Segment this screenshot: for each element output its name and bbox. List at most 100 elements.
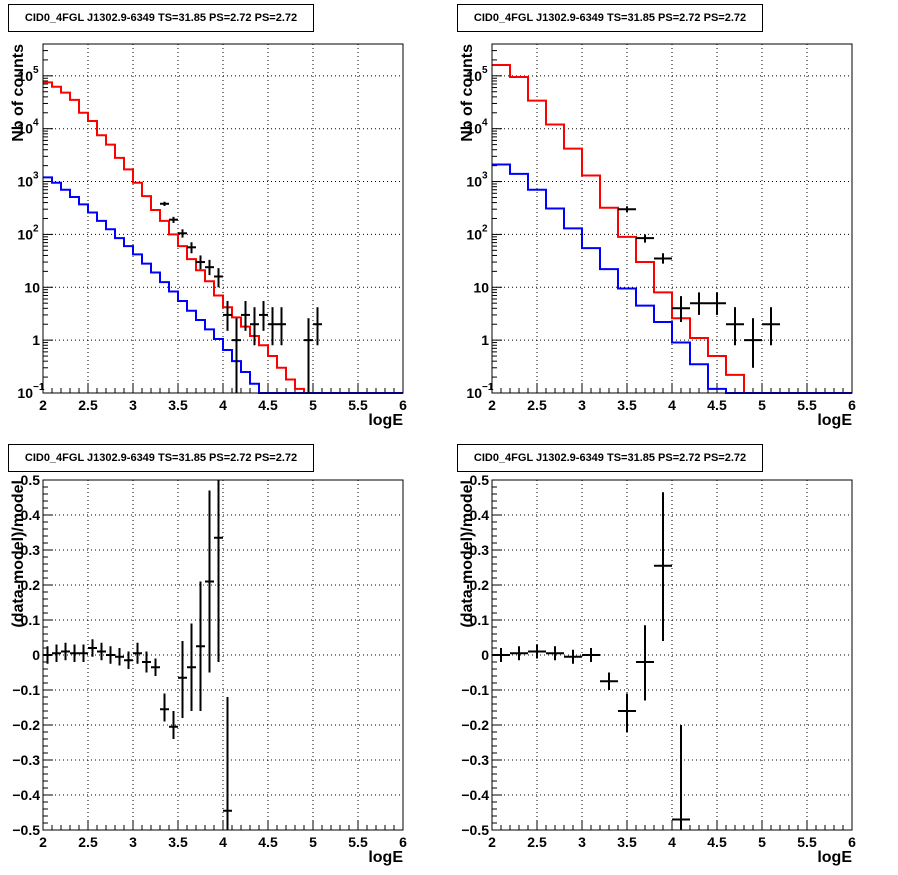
y-tick-label: 10 <box>466 174 482 190</box>
x-tick-label: 2.5 <box>78 834 98 850</box>
data-point <box>672 296 690 323</box>
y-tick-label: 10 <box>24 279 40 295</box>
x-tick-label: 2.5 <box>527 834 547 850</box>
data-point <box>654 492 672 641</box>
y-tick-label: −0.4 <box>461 787 489 803</box>
y-tick-label: 10 <box>473 279 489 295</box>
data-point <box>43 646 52 664</box>
y-tick-label: −0.2 <box>12 717 40 733</box>
data-point <box>196 581 205 711</box>
data-point <box>304 318 313 393</box>
chart-title: CID0_4FGL J1302.9-6349 TS=31.85 PS=2.72 … <box>8 4 314 32</box>
series-line-blue <box>492 163 852 394</box>
data-point <box>546 646 564 661</box>
x-tick-label: 4 <box>219 834 227 850</box>
y-tick-label: 0.5 <box>21 472 41 488</box>
x-tick-label: 3 <box>129 834 137 850</box>
y-tick-label: 10 <box>466 121 482 137</box>
y-tick-label: 0.4 <box>470 507 490 523</box>
x-tick-label: 2.5 <box>78 397 98 413</box>
plot-frame <box>491 43 853 394</box>
y-tick-label: 10 <box>17 174 33 190</box>
x-tick-label: 6 <box>399 834 407 850</box>
y-tick-label: −0.4 <box>12 787 40 803</box>
y-tick-label: 0.2 <box>21 577 41 593</box>
x-axis-title: logE <box>817 412 852 429</box>
data-point <box>187 242 196 254</box>
x-tick-label: 3.5 <box>168 834 188 850</box>
y-axis-title: (data-model)/model <box>10 480 27 628</box>
data-point <box>196 255 205 270</box>
x-tick-label: 4 <box>668 397 676 413</box>
residual-panel-bottom-left: 2 2.5 3 3.5 4 4.5 5 5.5 6 −0.5 −0.4 −0.3 −0.2 −0.1 0 0.… <box>0 438 449 875</box>
data-point <box>88 639 97 657</box>
x-tick-label: 4 <box>219 397 227 413</box>
y-axis-title: (data-model)/model <box>459 480 476 628</box>
residual-plot-bottom-right: 2 2.5 3 3.5 4 4.5 5 5.5 6 −0.5 −0.4 −0.3 −0.2 −0.1 0 0.… <box>459 472 856 866</box>
x-tick-label: 3 <box>129 397 137 413</box>
data-points <box>492 492 690 830</box>
data-point <box>636 234 654 243</box>
data-point <box>187 623 196 711</box>
x-tick-label: 4.5 <box>707 397 727 413</box>
data-point <box>277 307 286 346</box>
data-points <box>160 201 322 393</box>
y-tick-label: 10 <box>466 226 482 242</box>
y-tick-exponent: 5 <box>33 65 39 76</box>
data-point <box>232 318 241 393</box>
x-tick-label: 3.5 <box>617 397 637 413</box>
y-tick-label: −0.3 <box>12 752 40 768</box>
y-tick-label: 10 <box>17 226 33 242</box>
y-tick-exponent: 2 <box>482 223 488 234</box>
data-point <box>708 292 726 315</box>
data-point <box>205 490 214 673</box>
y-tick-label: 0 <box>481 647 489 663</box>
x-tick-label: 6 <box>848 834 856 850</box>
y-tick-exponent: 3 <box>33 171 39 182</box>
y-tick-label: 10 <box>466 68 482 84</box>
data-point <box>115 648 124 666</box>
y-tick-label: 1 <box>481 332 489 348</box>
data-point <box>636 625 654 701</box>
data-point <box>178 229 187 238</box>
y-tick-exponent: 4 <box>482 118 488 129</box>
data-point <box>690 292 708 315</box>
counts-panel-top-right: 2 2.5 3 3.5 4 4.5 5 5.5 6 10 −1 1 10 10 2 10 3 10 4 10 5 logE… <box>449 0 898 437</box>
y-tick-exponent: 2 <box>33 223 39 234</box>
counts-panel-top-left: 2 2.5 3 3.5 4 4.5 5 5.5 6 10 −1 1 10 10 2 10 3 10 4 10 5 logE… <box>0 0 449 437</box>
data-point <box>61 642 70 661</box>
y-tick-label: 10 <box>466 385 482 401</box>
x-tick-label: 3.5 <box>617 834 637 850</box>
plot-frame <box>42 479 404 831</box>
x-tick-label: 5.5 <box>797 834 817 850</box>
data-point <box>259 301 268 331</box>
data-point <box>223 697 232 830</box>
axis-ticks <box>42 43 404 394</box>
y-tick-label: 10 <box>17 121 33 137</box>
x-tick-label: 3 <box>578 397 586 413</box>
x-axis-title: logE <box>817 849 852 866</box>
data-point <box>214 268 223 288</box>
x-axis-title: logE <box>368 849 403 866</box>
y-axis-title: Nb of counts <box>459 44 476 142</box>
x-tick-label: 5.5 <box>348 397 368 413</box>
data-point <box>528 644 546 659</box>
x-tick-label: 2 <box>39 834 47 850</box>
data-point <box>250 307 259 346</box>
data-point <box>582 648 600 662</box>
data-point <box>268 307 277 346</box>
data-point <box>160 693 169 722</box>
data-point <box>70 644 79 662</box>
series-line-red <box>43 81 403 394</box>
chart-title: CID0_4FGL J1302.9-6349 TS=31.85 PS=2.72 … <box>457 444 763 472</box>
data-point <box>160 201 169 206</box>
data-point <box>133 642 142 664</box>
y-tick-label: 0.4 <box>21 507 41 523</box>
x-tick-label: 5 <box>758 834 766 850</box>
grid <box>43 44 403 393</box>
x-tick-label: 2.5 <box>527 397 547 413</box>
data-point <box>214 480 223 662</box>
y-tick-exponent: 5 <box>482 65 488 76</box>
data-point <box>492 648 510 662</box>
